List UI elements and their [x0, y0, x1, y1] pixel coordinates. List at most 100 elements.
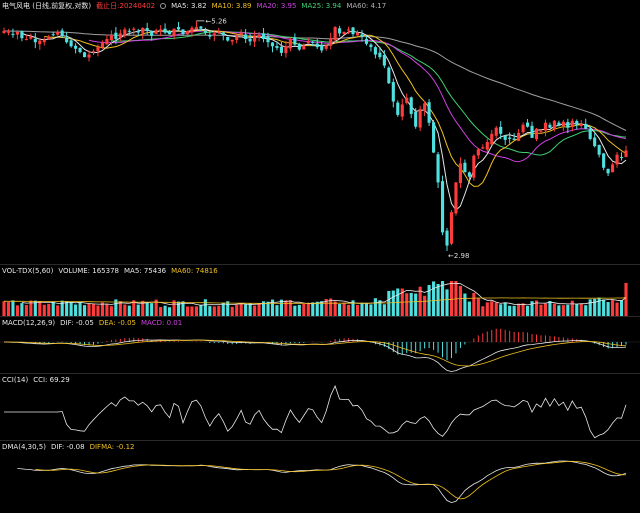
volume-bar	[423, 295, 427, 316]
candle-body	[65, 37, 69, 43]
volume-bar	[127, 305, 131, 316]
candle-body	[561, 121, 565, 127]
volume-bar	[270, 299, 275, 316]
vol-volume-value: VOLUME: 165378	[58, 267, 119, 275]
volume-bar	[619, 300, 624, 316]
volume-bar	[190, 306, 194, 316]
vol-ma60-line	[3, 297, 627, 304]
candle-body	[619, 157, 624, 159]
candle-body	[530, 125, 534, 138]
candle-body	[302, 45, 306, 50]
candle-body	[6, 31, 11, 33]
volume-bar	[378, 300, 382, 316]
panel-divider	[0, 264, 640, 265]
volume-bar	[87, 303, 91, 316]
volume-bar	[279, 299, 284, 316]
cci-indicator-name[interactable]: CCI(14)	[2, 376, 29, 384]
candle-body	[521, 124, 525, 133]
volume-bar	[163, 305, 167, 316]
volume-bar	[78, 302, 82, 316]
volume-bar	[458, 285, 462, 316]
volume-bar	[432, 281, 436, 316]
candle-body	[355, 32, 360, 36]
candle-body	[512, 138, 516, 140]
cci-panel-header: CCI(14) CCI: 69.29	[2, 375, 70, 385]
candle-body	[145, 28, 149, 32]
candle-body	[543, 122, 548, 131]
volume-bar	[409, 292, 413, 316]
volume-bar	[597, 297, 601, 316]
volume-bar	[100, 302, 105, 316]
candle-body	[293, 37, 297, 45]
candle-body	[275, 46, 279, 48]
volume-bar	[185, 306, 190, 316]
volume-bar	[302, 303, 306, 316]
candle-body	[96, 47, 100, 52]
candle-body	[346, 29, 351, 31]
vol-indicator-name[interactable]: VOL-TDX(5,60)	[2, 267, 54, 275]
candle-body	[548, 124, 552, 128]
candle-body	[481, 147, 485, 149]
candle-body	[490, 133, 494, 145]
candle-body	[100, 43, 105, 48]
candle-body	[261, 33, 266, 39]
candle-body	[47, 36, 51, 39]
candle-body	[270, 42, 275, 47]
dma-indicator-name[interactable]: DMA(4,30,5)	[2, 443, 46, 451]
ma25-line	[111, 31, 627, 156]
volume-bar	[512, 305, 516, 316]
volume-bar	[136, 304, 140, 316]
volume-bar	[176, 301, 181, 316]
volume-bar	[60, 300, 64, 316]
candle-body	[382, 54, 386, 66]
volume-bar	[615, 302, 619, 316]
candle-body	[440, 181, 445, 233]
candle-body	[51, 34, 55, 36]
candle-body	[91, 51, 96, 53]
volume-bar	[226, 301, 230, 316]
candle-body	[342, 31, 346, 35]
volume-bar	[33, 300, 37, 316]
volume-bar	[346, 304, 351, 316]
candle-body	[150, 31, 154, 36]
candle-body	[185, 31, 190, 35]
candle-body	[557, 122, 561, 126]
candle-body	[136, 31, 140, 33]
candle-body	[463, 162, 467, 173]
candle-body	[172, 28, 176, 37]
candle-body	[82, 52, 87, 58]
macd-indicator-name[interactable]: MACD(12,26,9)	[2, 319, 56, 327]
candle-body	[105, 38, 109, 45]
volume-bar	[47, 303, 51, 316]
candle-body	[552, 120, 556, 130]
volume-bar	[575, 303, 579, 316]
candle-body	[615, 154, 619, 165]
candle-body	[42, 39, 46, 43]
volume-bar	[454, 281, 458, 316]
candle-body	[127, 30, 131, 32]
volume-bar	[297, 304, 301, 316]
volume-bar	[427, 285, 431, 316]
dma-difma-value: DIFMA: -0.12	[89, 443, 135, 451]
candle-body	[602, 153, 606, 168]
panel-divider	[0, 373, 640, 374]
candle-body	[199, 26, 203, 29]
candle-body	[163, 28, 167, 33]
volume-bar	[145, 302, 149, 316]
candle-body	[253, 36, 257, 42]
volume-bar	[355, 304, 360, 316]
volume-bar	[38, 301, 42, 316]
settings-dot-icon[interactable]	[160, 3, 167, 9]
volume-bar	[288, 300, 292, 316]
volume-bar	[387, 291, 391, 316]
volume-bar	[91, 303, 96, 316]
candle-body	[33, 38, 37, 43]
candle-body	[226, 37, 230, 41]
volume-bar	[611, 299, 615, 316]
volume-bar	[253, 305, 257, 316]
candle-body	[181, 29, 185, 35]
volume-bar	[24, 304, 28, 316]
panel-divider	[0, 440, 640, 441]
candle-body	[221, 32, 225, 35]
candle-body	[624, 150, 628, 157]
